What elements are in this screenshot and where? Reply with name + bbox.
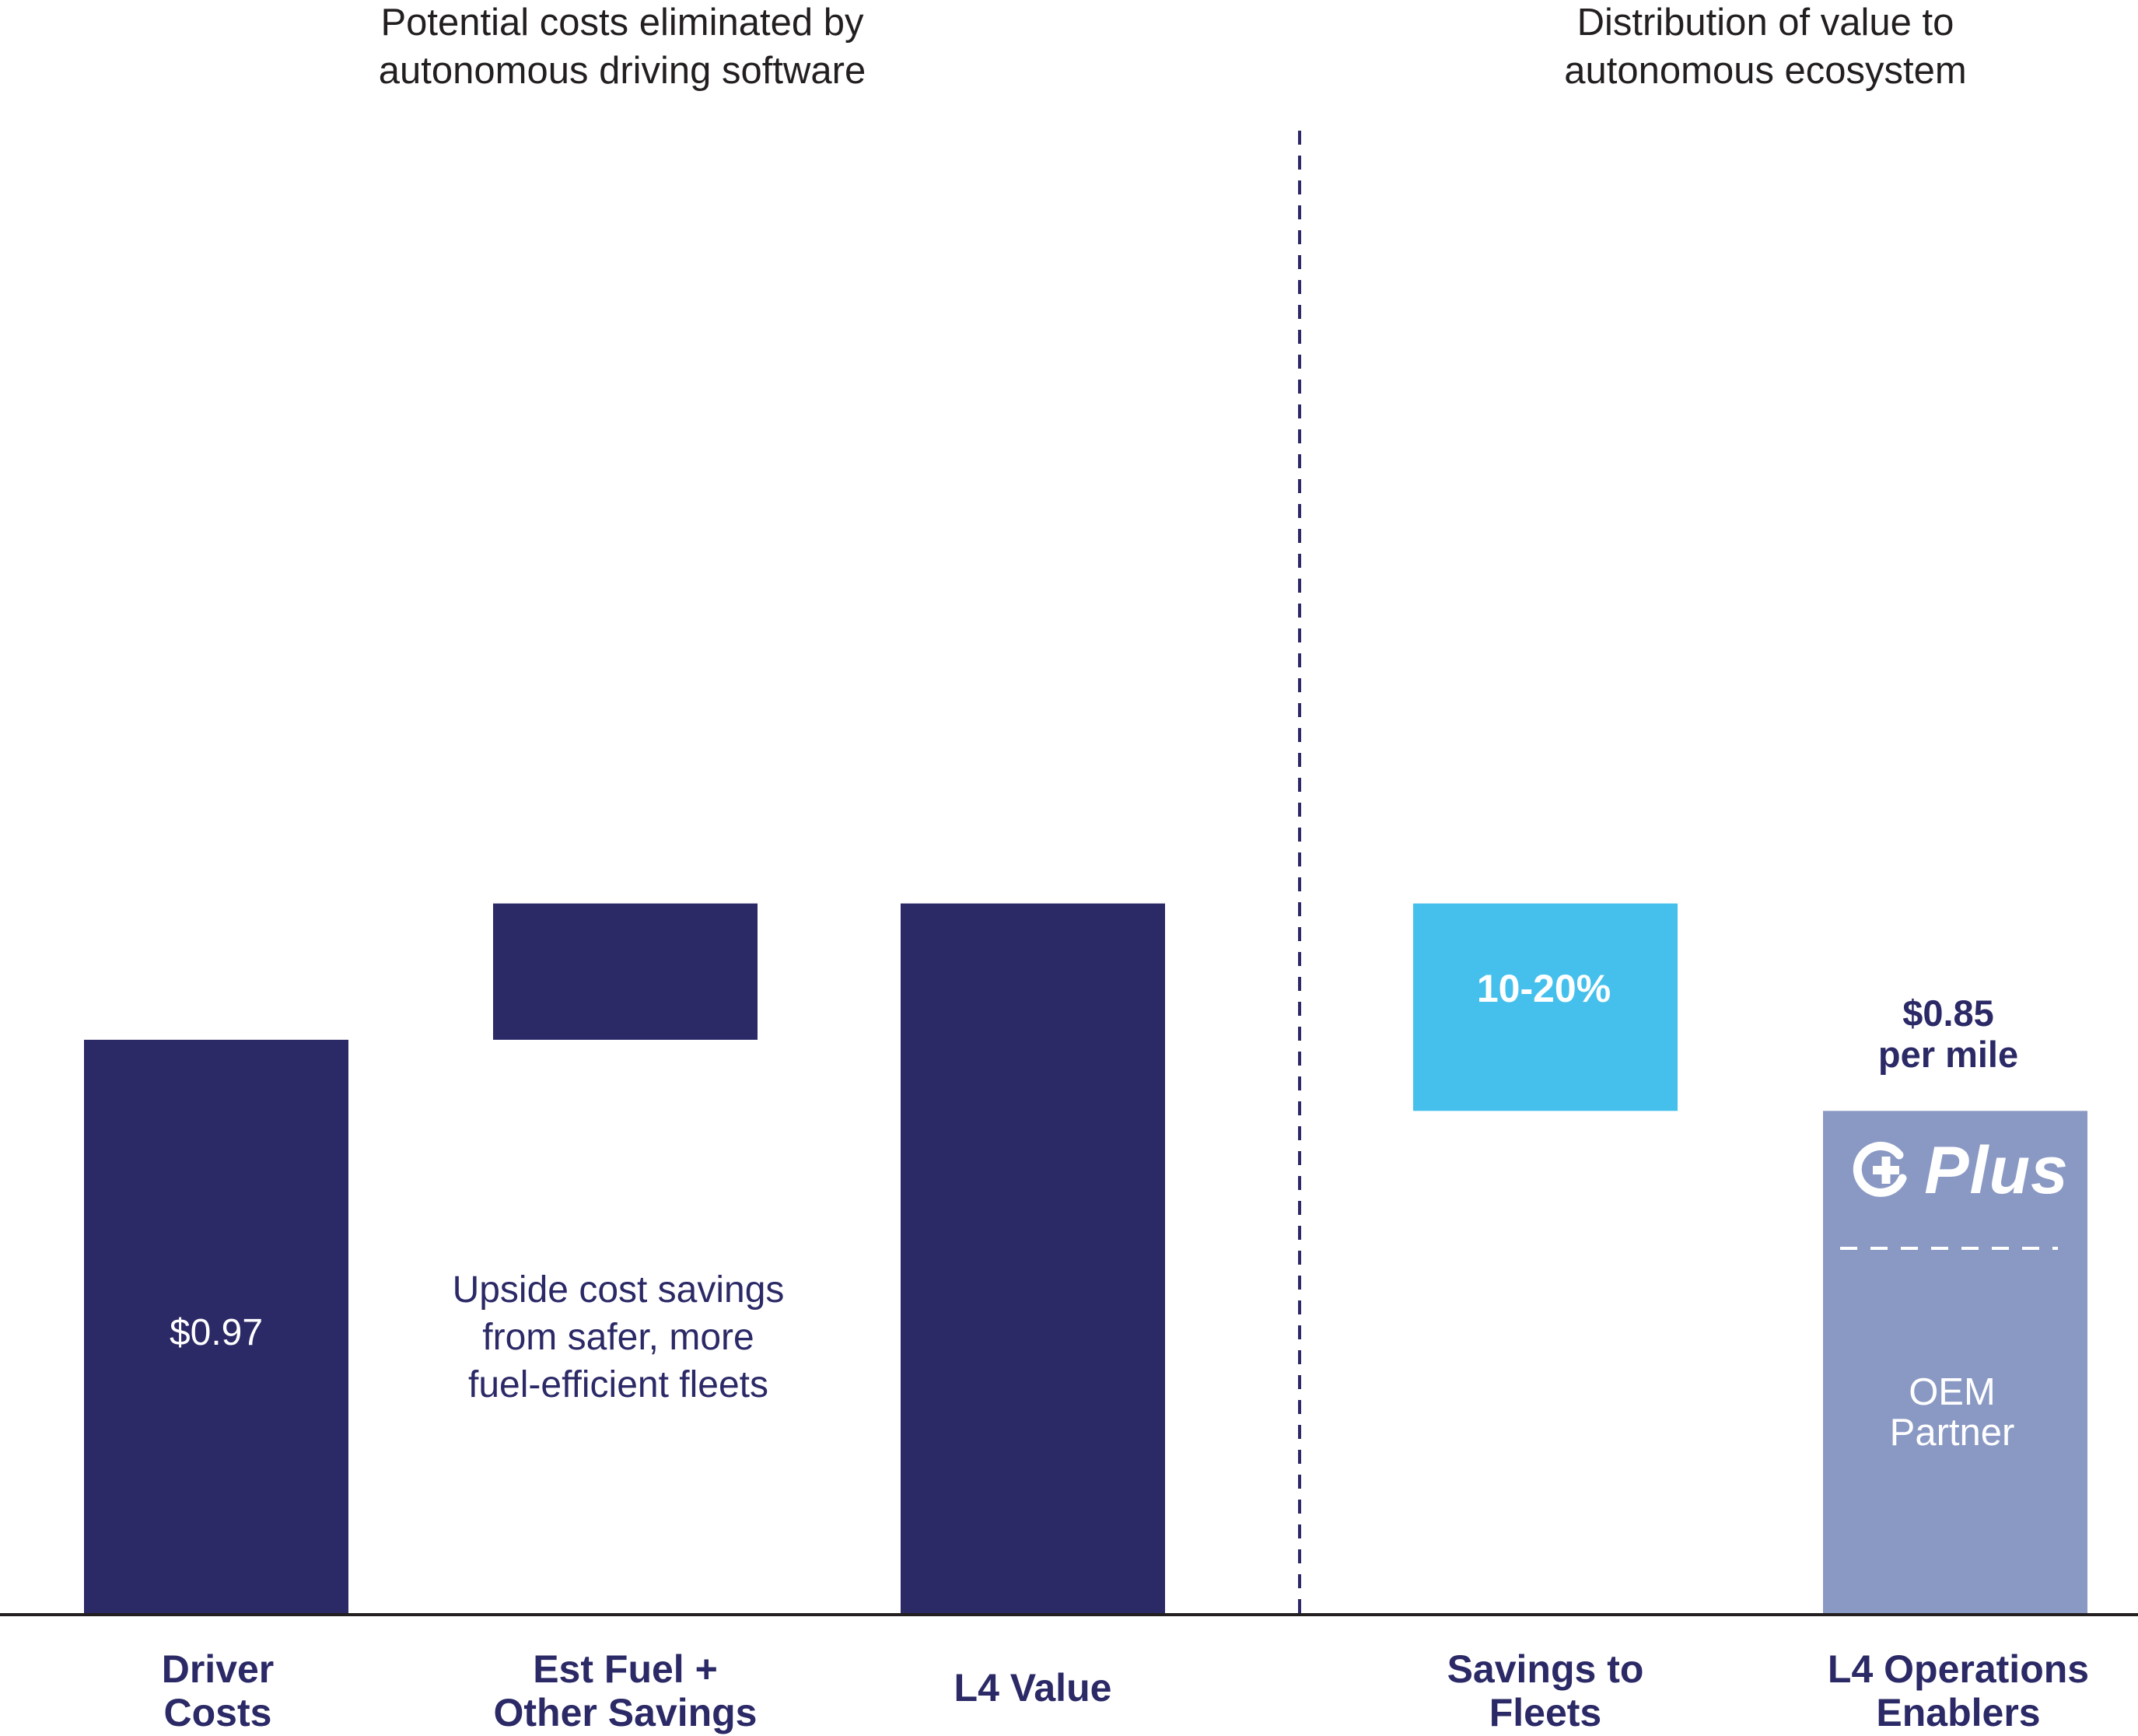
plus-logo-icon	[1853, 1141, 1907, 1197]
bar-est-fuel-savings	[493, 903, 758, 1040]
bar-l4-value	[901, 903, 1165, 1615]
plus-logo-text: Plus	[1924, 1132, 2069, 1208]
category-label-l4-value: L4 Value	[954, 1666, 1112, 1710]
category-label-savings-to-fleets: Savings to Fleets	[1447, 1647, 1644, 1734]
category-label-l4-operations-enablers: L4 Operations Enablers	[1827, 1647, 2090, 1734]
oem-partner-label: OEM Partner	[1889, 1371, 2015, 1454]
driver-costs-value-label: $0.97	[169, 1312, 264, 1353]
upside-savings-annotation: Upside cost savings from safer, more fue…	[452, 1269, 785, 1405]
l4-enablers-value-label: $0.85 per mile	[1877, 992, 2019, 1075]
category-label-est-fuel: Est Fuel + Other Savings	[493, 1647, 758, 1734]
plus-logo: Plus	[1851, 1133, 2069, 1208]
category-label-driver-costs: Driver Costs	[161, 1647, 275, 1734]
left-section-title: Potential costs eliminated by autonomous…	[378, 2, 866, 92]
right-section-title: Distribution of value to autonomous ecos…	[1564, 2, 1967, 92]
savings-to-fleets-value-label: 10-20%	[1476, 967, 1611, 1010]
bar-savings-to-fleets	[1413, 903, 1678, 1111]
bar-driver-costs	[84, 1039, 348, 1615]
bar-l4-operations-enablers	[1823, 1111, 2087, 1615]
